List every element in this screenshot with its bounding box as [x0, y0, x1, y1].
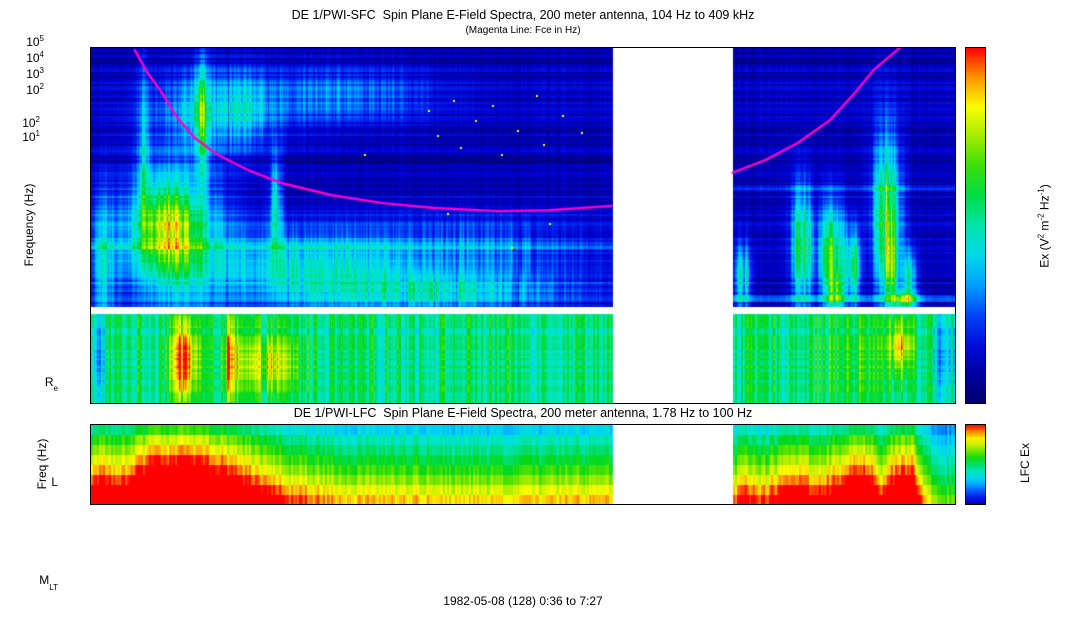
- time-axis-tick: [0, 185, 1, 193]
- ephemeris-value: 20.398: [0, 590, 542, 604]
- ephemeris-row-label-MLT: MLT: [39, 573, 58, 592]
- ephemeris-value: 17.387: [0, 489, 542, 503]
- lfc-y-tick-label: 102: [22, 115, 40, 130]
- ephemeris-value: 7.316: [0, 545, 542, 559]
- time-axis-tick: [0, 245, 1, 253]
- time-axis-label: 04:00: [0, 319, 542, 333]
- sfc-spectrogram-canvas: [91, 48, 955, 403]
- time-axis-tick: [0, 205, 1, 213]
- ephemeris-value: 4.362: [0, 419, 542, 433]
- sfc-y-axis-label: Frequency (Hz): [22, 183, 36, 267]
- sfc-colorbar-label: Ex (V2 m-2 Hz-1): [1036, 184, 1052, 268]
- sfc-plot-area: [90, 47, 956, 404]
- lfc-spectrogram-canvas: [91, 425, 955, 504]
- time-axis-label: 02:00: [0, 291, 542, 305]
- lfc-title: DE 1/PWI-LFC Spin Plane E-Field Spectra,…: [293, 406, 753, 420]
- sfc-colorbar: [965, 47, 986, 404]
- time-axis-tick: [0, 225, 1, 233]
- ephemeris-value: 38.071: [0, 559, 542, 573]
- sfc-y-tick-label: 102: [26, 82, 44, 97]
- date-range-caption: 1982-05-08 (128) 0:36 to 7:27: [443, 594, 603, 608]
- sfc-y-tick-label: 105: [26, 34, 44, 49]
- lfc-plot-area: [90, 424, 956, 505]
- sfc-title: DE 1/PWI-SFC Spin Plane E-Field Spectra,…: [291, 8, 755, 22]
- ephemeris-value: 20.000: [0, 604, 542, 618]
- ephemeris-value: 3.414: [0, 405, 542, 419]
- ephemeris-value: 4.668: [0, 433, 542, 447]
- time-axis-tick: [0, 165, 1, 173]
- ephemeris-value: 3.807: [0, 503, 542, 517]
- sfc-y-tick-label: 103: [26, 66, 44, 81]
- lfc-colorbar: [965, 424, 986, 505]
- time-axis-label: 07:00: [0, 361, 542, 375]
- time-axis-label: 01:00: [0, 277, 542, 291]
- sfc-subtitle: (Magenta Line: Fce in Hz): [465, 25, 581, 36]
- ephemeris-value: 1.759: [0, 461, 542, 475]
- ephemeris-value: 5.030: [0, 531, 542, 545]
- ephemeris-row-label-L: L: [51, 475, 58, 490]
- time-axis-label: 03:00: [0, 305, 542, 319]
- sfc-y-tick-label: 104: [26, 50, 44, 65]
- ephemeris-value: 3.484: [0, 447, 542, 461]
- lfc-y-tick-label: 101: [22, 129, 40, 144]
- time-axis-label: 05:00: [0, 333, 542, 347]
- ephemeris-row-label-Re: Re: [44, 375, 58, 394]
- ephemeris-value: 4.387: [0, 517, 542, 531]
- lfc-colorbar-label: LFC Ex: [1018, 442, 1032, 484]
- time-axis-tick: [0, 145, 1, 153]
- ephemeris-value: 1.646: [0, 391, 542, 405]
- time-axis-label: 06:00: [0, 347, 542, 361]
- time-axis-tick: [0, 265, 1, 273]
